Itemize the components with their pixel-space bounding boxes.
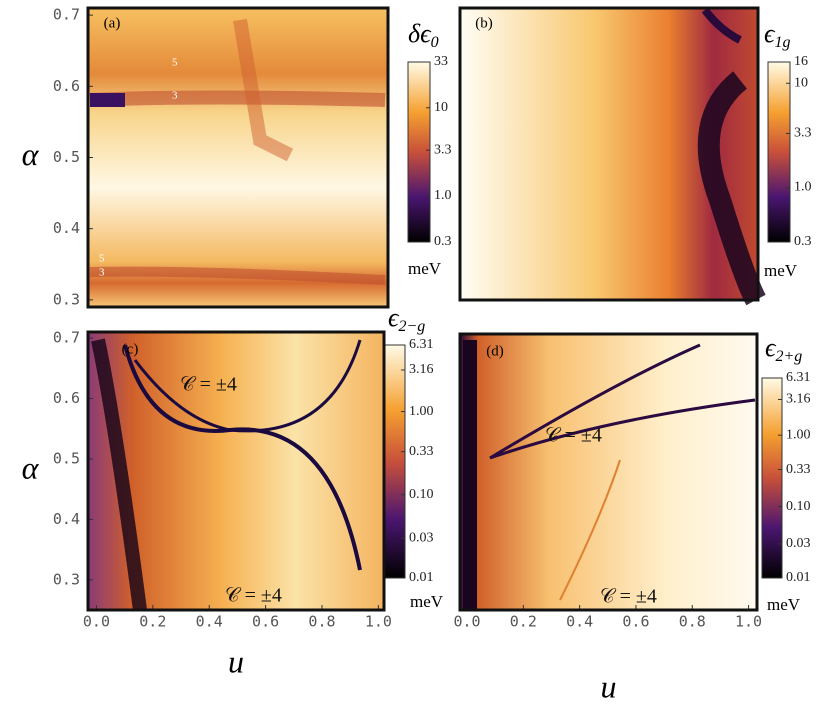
x-axis-label: u bbox=[601, 668, 617, 704]
decoration bbox=[89, 7, 766, 611]
x-tick-label: 1.0 bbox=[735, 613, 762, 631]
panel-label: (b) bbox=[475, 15, 493, 31]
colorbar-subscript: 2+g bbox=[775, 348, 802, 365]
y-axis-label: α bbox=[22, 449, 40, 485]
heatmap bbox=[460, 334, 757, 610]
colorbar-tick-label: 0.3 bbox=[794, 234, 812, 249]
colorbar-subscript: 2−g bbox=[398, 318, 425, 335]
colorbar-tick-label: 0.10 bbox=[786, 499, 811, 514]
colorbar-symbol: δϵ bbox=[408, 19, 432, 48]
colorbar-tick-label: 3.16 bbox=[409, 362, 434, 377]
colorbar-tick-label: 33 bbox=[434, 54, 448, 69]
colorbar-symbol: ϵ bbox=[764, 19, 776, 48]
colorbar-title: ϵ1g bbox=[764, 19, 790, 51]
x-tick-label: 0.4 bbox=[196, 613, 223, 631]
y-tick-label: 0.7 bbox=[53, 329, 80, 347]
y-tick-label: 0.7 bbox=[53, 6, 80, 24]
colorbar-tick-label: 0.3 bbox=[434, 234, 452, 249]
colorbar-tick-label: 0.10 bbox=[409, 487, 434, 502]
y-tick-label: 0.4 bbox=[53, 510, 80, 528]
annotation: 5 bbox=[99, 253, 105, 265]
annotation: 𝒞 = ±4 bbox=[225, 585, 282, 607]
x-tick-label: 0.2 bbox=[139, 613, 166, 631]
colorbar-subscript: 1g bbox=[774, 34, 790, 51]
colorbar-tick-label: 3.16 bbox=[786, 392, 811, 407]
annotation: 𝒞 = ±4 bbox=[180, 374, 237, 396]
colorbar-tick-label: 3.3 bbox=[434, 142, 452, 157]
x-tick-label: 0.6 bbox=[622, 613, 649, 631]
colorbar-title: δϵ0 bbox=[408, 19, 439, 51]
colorbar-subscript: 0 bbox=[431, 34, 439, 51]
x-tick-label: 0.8 bbox=[308, 613, 335, 631]
annotation: 5 bbox=[172, 57, 178, 69]
x-tick-label: 0.0 bbox=[453, 613, 480, 631]
colorbar-tick-label: 0.03 bbox=[786, 536, 811, 551]
colorbar bbox=[767, 61, 791, 243]
colorbar bbox=[761, 377, 783, 579]
y-tick-label: 0.5 bbox=[53, 449, 80, 467]
panel-label: (c) bbox=[122, 341, 139, 357]
x-axis-label: u bbox=[228, 643, 244, 679]
colorbar-tick-label: 6.31 bbox=[786, 370, 811, 385]
x-tick-label: 0.8 bbox=[679, 613, 706, 631]
colorbar-tick-label: 0.01 bbox=[786, 570, 811, 585]
annotation: 𝒞 = ±4 bbox=[545, 425, 602, 447]
colorbar-tick-label: 6.31 bbox=[409, 337, 434, 352]
colorbar-tick-label: 1.0 bbox=[434, 188, 452, 203]
y-tick-label: 0.5 bbox=[53, 148, 80, 166]
y-tick-label: 0.4 bbox=[53, 219, 80, 237]
colorbar-tick-label: 1.00 bbox=[409, 404, 434, 419]
panels bbox=[88, 8, 791, 610]
colorbar-symbol: ϵ bbox=[388, 303, 400, 332]
colorbar-unit: meV bbox=[408, 259, 442, 278]
x-tick-label: 0.4 bbox=[566, 613, 593, 631]
x-tick-label: 0.6 bbox=[252, 613, 279, 631]
plot-frame bbox=[458, 332, 759, 612]
panel-label: (a) bbox=[104, 15, 121, 31]
colorbar-tick-label: 16 bbox=[794, 54, 808, 69]
colorbar-tick-label: 0.01 bbox=[409, 570, 434, 585]
colorbar bbox=[384, 344, 406, 579]
y-tick-label: 0.3 bbox=[53, 290, 80, 308]
colorbar-tick-label: 0.03 bbox=[409, 531, 434, 546]
colorbar-title: ϵ2−g bbox=[388, 303, 425, 335]
annotation: 3 bbox=[99, 267, 105, 279]
y-tick-label: 0.6 bbox=[53, 77, 80, 95]
colorbar-unit: meV bbox=[410, 592, 444, 611]
colorbar-symbol: ϵ bbox=[765, 333, 777, 362]
colorbar-tick-label: 1.0 bbox=[794, 180, 812, 195]
colorbar-tick-label: 1.00 bbox=[786, 427, 811, 442]
heatmap bbox=[88, 8, 388, 307]
plot-frame bbox=[458, 6, 760, 302]
y-tick-label: 0.6 bbox=[53, 389, 80, 407]
colorbar bbox=[407, 61, 431, 243]
x-tick-label: 0.2 bbox=[510, 613, 537, 631]
colorbar-tick-label: 0.33 bbox=[786, 462, 811, 477]
colorbar-tick-label: 3.3 bbox=[794, 126, 812, 141]
colorbar-unit: meV bbox=[764, 261, 798, 280]
colorbar-tick-label: 0.33 bbox=[409, 444, 434, 459]
colorbar-tick-label: 10 bbox=[794, 75, 808, 90]
annotation: 3 bbox=[172, 90, 178, 102]
y-tick-label: 0.3 bbox=[53, 570, 80, 588]
x-tick-label: 0.0 bbox=[83, 613, 110, 631]
plot-frame bbox=[86, 330, 386, 612]
colorbar-unit: meV bbox=[767, 595, 801, 614]
colorbar-tick-label: 10 bbox=[434, 100, 448, 115]
annotation: 𝒞 = ±4 bbox=[600, 586, 657, 608]
colorbar-title: ϵ2+g bbox=[765, 333, 802, 365]
y-axis-label: α bbox=[22, 136, 40, 172]
plot-frame bbox=[86, 6, 390, 309]
panel-label: (d) bbox=[486, 343, 504, 359]
x-tick-label: 1.0 bbox=[365, 613, 392, 631]
